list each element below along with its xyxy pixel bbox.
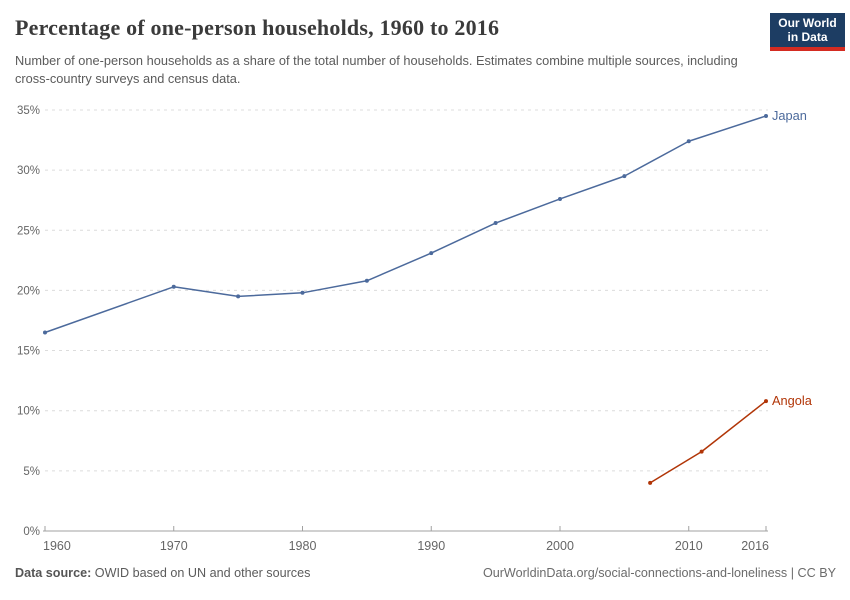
owid-logo-line2: in Data — [787, 30, 828, 44]
angola-series-label[interactable]: Angola — [772, 393, 813, 408]
y-tick-label-0: 0% — [23, 526, 40, 538]
x-tick-label-2010: 2010 — [675, 539, 703, 553]
x-tick-label-1980: 1980 — [289, 539, 317, 553]
japan-point-1980[interactable] — [300, 290, 305, 295]
attribution-separator: | — [787, 566, 798, 580]
y-tick-label-25: 25% — [17, 225, 40, 237]
angola-series-line[interactable] — [649, 400, 767, 484]
owid-logo[interactable]: Our World in Data — [770, 13, 845, 51]
angola-point-2007[interactable] — [648, 480, 653, 485]
japan-point-1975[interactable] — [236, 294, 241, 299]
japan-point-2005[interactable] — [622, 174, 627, 179]
japan-point-1985[interactable] — [364, 278, 369, 283]
page-title: Percentage of one-person households, 196… — [15, 15, 500, 40]
y-tick-label-5: 5% — [23, 466, 40, 478]
chart-subtitle: Number of one-person households as a sha… — [15, 53, 738, 87]
japan-point-1990[interactable] — [429, 251, 434, 256]
y-tick-label-15: 15% — [17, 346, 40, 358]
japan-series-label[interactable]: Japan — [772, 108, 807, 123]
japan-point-1970[interactable] — [171, 284, 176, 289]
x-tick-label-2000: 2000 — [546, 539, 574, 553]
x-tick-label-1970: 1970 — [160, 539, 188, 553]
japan-point-2016[interactable] — [764, 113, 768, 118]
japan-series-line[interactable] — [44, 115, 767, 334]
license-link[interactable]: CC BY — [797, 566, 837, 580]
y-tick-label-30: 30% — [17, 165, 40, 177]
attribution-note: OurWorldinData.org/social-connections-an… — [483, 566, 836, 580]
japan-point-1960[interactable] — [43, 330, 47, 335]
owid-logo-line1: Our World — [778, 15, 837, 30]
data-source-label: Data source: — [15, 566, 92, 580]
data-source-note: Data source: OWID based on UN and other … — [15, 566, 310, 580]
japan-point-2010[interactable] — [686, 139, 691, 144]
japan-point-1995[interactable] — [493, 221, 498, 226]
y-tick-label-10: 10% — [17, 406, 40, 418]
x-tick-label-1960: 1960 — [43, 539, 71, 553]
angola-point-2016[interactable] — [764, 399, 768, 404]
japan-point-2000[interactable] — [558, 196, 562, 201]
y-tick-label-20: 20% — [17, 285, 40, 297]
x-tick-label-1990: 1990 — [417, 539, 445, 553]
owid-url-link[interactable]: OurWorldinData.org/social-connections-an… — [482, 566, 788, 580]
y-tick-label-35: 35% — [17, 105, 40, 117]
x-tick-label-2016: 2016 — [741, 539, 769, 553]
angola-point-2011[interactable] — [699, 449, 704, 454]
data-source-text: OWID based on UN and other sources — [91, 566, 311, 580]
